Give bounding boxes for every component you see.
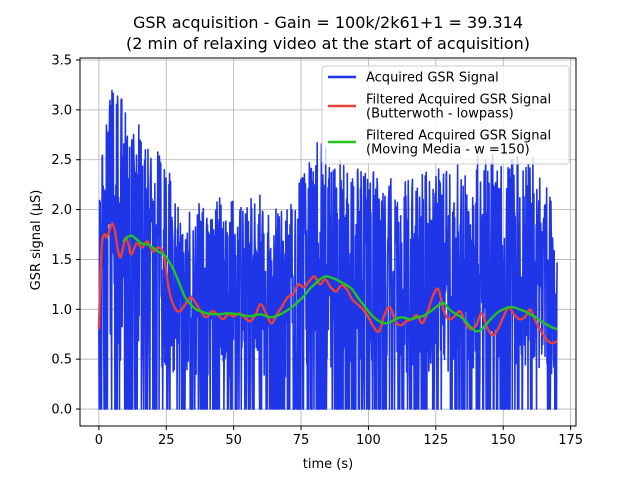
x-tick-label: 75	[293, 433, 310, 448]
series-line-1	[98, 89, 558, 410]
y-tick-label: 1.0	[51, 303, 72, 318]
x-tick-label: 125	[423, 433, 448, 448]
x-axis-label: time (s)	[303, 457, 353, 472]
legend: Acquired GSR Signal Filtered Acquired GSR…	[321, 65, 570, 165]
x-tick-label: 100	[356, 433, 381, 448]
plot-area	[97, 89, 558, 410]
series-line-3	[122, 234, 558, 333]
legend-entry-3: Filtered Acquired GSR Signal (Moving Medi…	[366, 129, 551, 158]
x-tick-label: 175	[558, 433, 583, 448]
y-tick-label: 0.0	[51, 403, 72, 418]
x-tick-label: 150	[491, 433, 516, 448]
x-tick-label: 50	[225, 433, 242, 448]
y-axis-label: GSR signal (μS)	[29, 190, 44, 291]
legend-box	[321, 65, 570, 165]
axes: 0 25 50 75 100 125 150 175 0.0 0.5 1.0 1.5 2.0 2.5 3.0…	[51, 53, 583, 448]
y-tick-label: 1.5	[51, 253, 72, 268]
series-line-2	[97, 222, 558, 345]
chart-title: GSR acquisition - Gain = 100k/2k61+1 = 3…	[133, 13, 523, 32]
y-tick-label: 3.5	[51, 53, 72, 68]
x-tick-label: 0	[95, 433, 103, 448]
y-tick-label: 2.0	[51, 203, 72, 218]
x-tick-label: 25	[158, 433, 175, 448]
y-tick-label: 2.5	[51, 153, 72, 168]
legend-entry-2: Filtered Acquired GSR Signal (Butterwoth …	[366, 93, 551, 122]
chart-subtitle: (2 min of relaxing video at the start of…	[126, 34, 530, 53]
y-tick-label: 3.0	[51, 103, 72, 118]
plot-frame	[79, 57, 577, 427]
y-tick-label: 0.5	[51, 353, 72, 368]
legend-entry-1: Acquired GSR Signal	[366, 71, 499, 86]
